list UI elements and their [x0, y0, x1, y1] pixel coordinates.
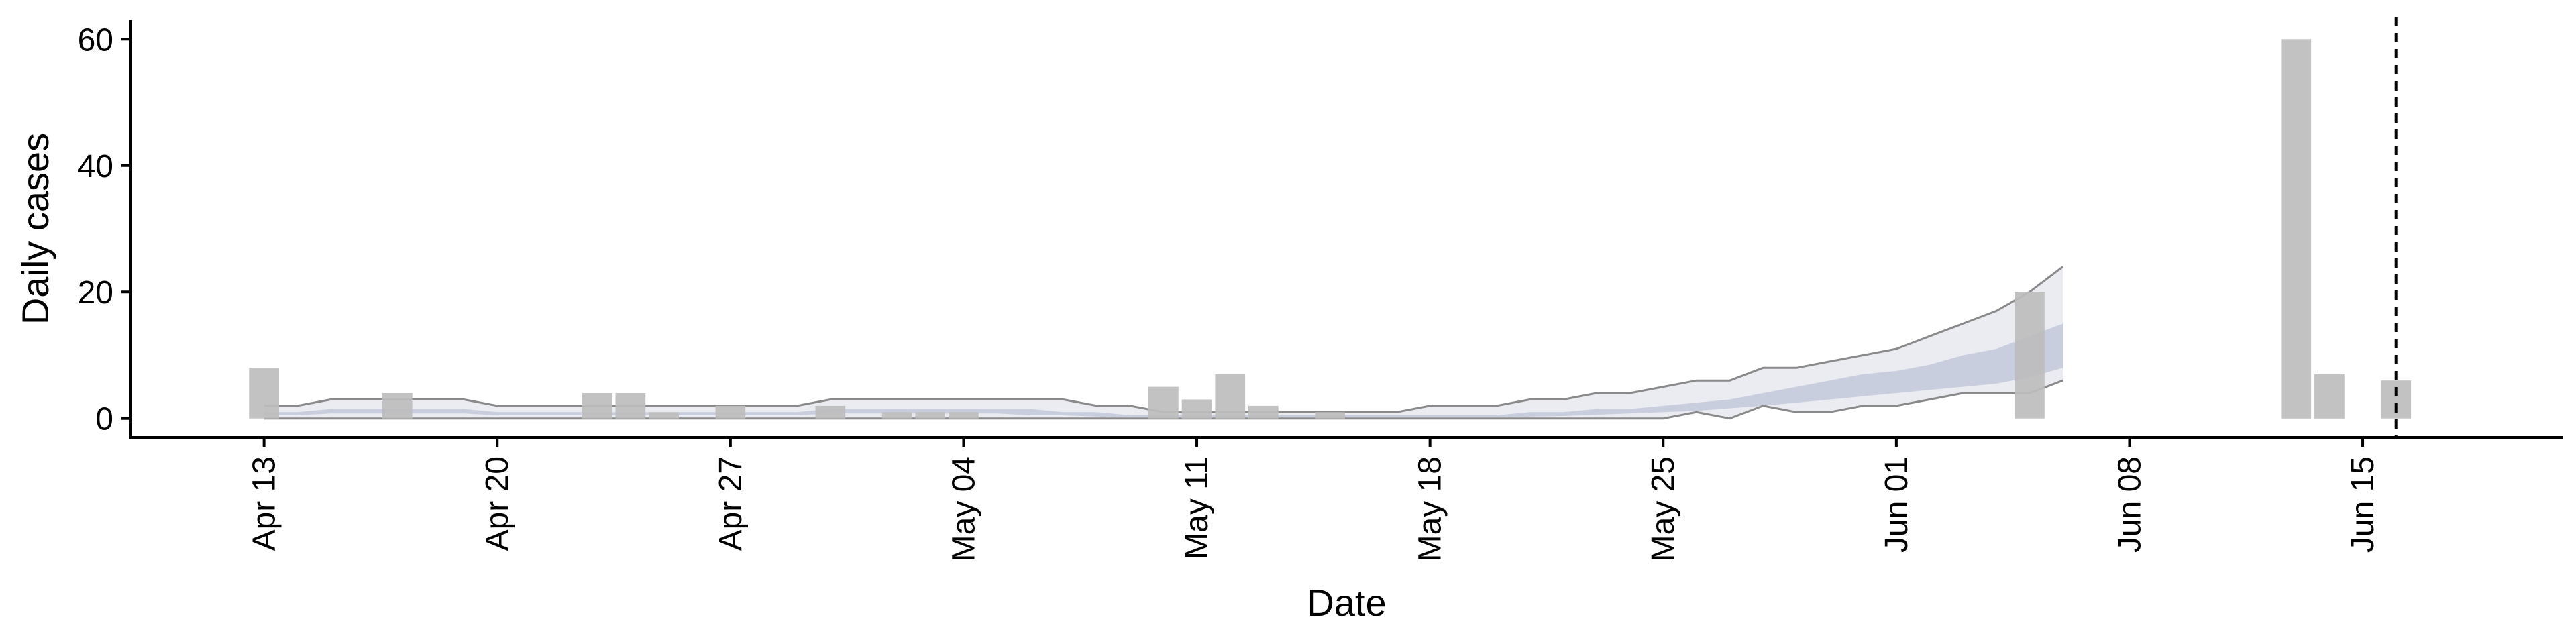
bar: [582, 393, 612, 419]
bar: [949, 412, 979, 419]
outer-band-lower-line: [264, 379, 2063, 420]
bar: [1148, 386, 1179, 419]
outer-band: [264, 266, 2063, 419]
x-tick-label: May 04: [946, 456, 981, 561]
bar: [2381, 380, 2412, 419]
bar: [715, 405, 746, 419]
y-tick-label: 40: [78, 149, 113, 184]
x-tick-label: May 18: [1413, 456, 1448, 561]
y-tick-label: 0: [95, 402, 113, 437]
x-tick-label: May 25: [1646, 456, 1681, 561]
x-tick-label: Jun 01: [1879, 456, 1915, 553]
bar: [1215, 374, 1246, 419]
x-tick-label: May 11: [1179, 456, 1215, 559]
bar: [815, 405, 846, 419]
x-axis-title: Date: [1307, 582, 1386, 624]
bar: [649, 412, 679, 419]
bar: [1315, 412, 1345, 419]
x-tick-label: Apr 27: [713, 456, 749, 551]
y-axis-title: Daily cases: [14, 133, 56, 325]
bar: [2281, 39, 2312, 419]
x-tick-label: Apr 13: [247, 456, 282, 551]
bar: [382, 393, 413, 419]
bar: [1181, 399, 1212, 419]
bar: [2314, 374, 2345, 419]
bar: [2015, 292, 2045, 419]
bar: [915, 412, 946, 419]
x-tick-label: Jun 15: [2345, 456, 2381, 553]
bar: [881, 412, 912, 419]
bars: [249, 39, 2412, 419]
y-tick-label: 60: [78, 22, 113, 58]
bar: [249, 368, 279, 419]
y-axis-ticks: 0 20 40 60: [78, 22, 131, 437]
bar: [615, 393, 646, 419]
axes: 0 20 40 60 Apr 13 Apr 20 Apr 27 May 04 May 11 Ma…: [78, 20, 2563, 561]
x-tick-label: Apr 20: [480, 456, 515, 551]
bar: [1248, 405, 1279, 419]
x-tick-label: Jun 08: [2112, 456, 2147, 553]
x-axis-ticks: Apr 13 Apr 20 Apr 27 May 04 May 11 May 18 May …: [247, 437, 2381, 561]
y-tick-label: 20: [78, 275, 113, 311]
